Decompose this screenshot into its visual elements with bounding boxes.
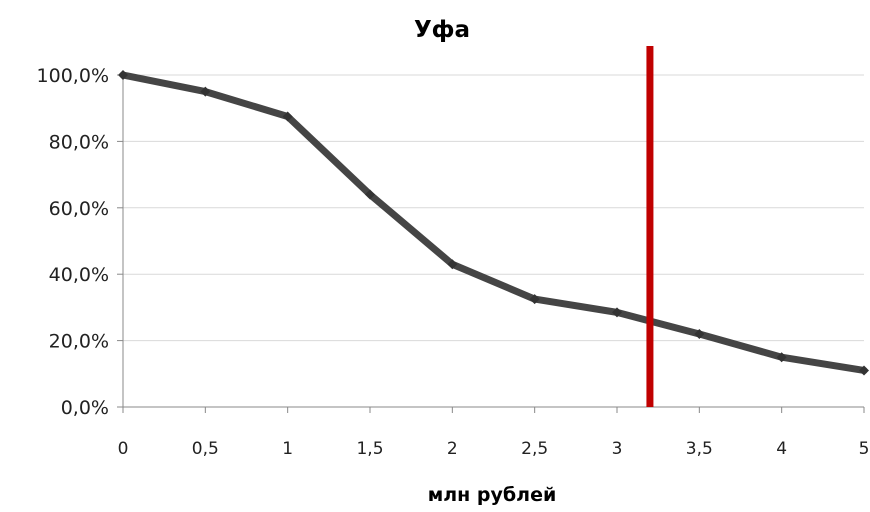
x-tick-label: 0,5	[192, 439, 219, 459]
y-tick-label: 40,0%	[49, 264, 109, 286]
data-point	[694, 328, 705, 339]
y-tick-label: 80,0%	[49, 131, 109, 153]
x-tick-label: 1,5	[356, 439, 383, 459]
x-axis-ticks: 0 0,5 1 1,5 2 2,5 3 3,5 4 5	[118, 439, 870, 459]
x-tick-label: 5	[859, 439, 870, 459]
x-axis-label: млн рублей	[428, 484, 557, 506]
gridlines	[123, 74, 864, 342]
series-line	[119, 71, 868, 374]
y-tick-label: 100,0%	[37, 65, 109, 87]
series	[118, 70, 869, 376]
data-point	[447, 259, 458, 270]
data-point	[200, 86, 211, 97]
data-point	[282, 111, 293, 122]
chart-title: Уфа	[414, 17, 470, 43]
x-tick-label: 3,5	[686, 439, 713, 459]
axes	[117, 74, 865, 413]
x-tick-label: 3	[612, 439, 623, 459]
y-axis-ticks: 0,0% 20,0% 40,0% 60,0% 80,0% 100,0%	[37, 65, 109, 419]
x-tick-label: 2,5	[521, 439, 548, 459]
y-tick-label: 20,0%	[49, 331, 109, 353]
x-tick-label: 2	[447, 439, 458, 459]
data-point	[776, 352, 787, 363]
data-point	[529, 294, 540, 305]
y-tick-label: 60,0%	[49, 198, 109, 220]
x-tick-label: 0	[118, 439, 129, 459]
data-point	[118, 70, 128, 80]
data-point	[859, 365, 869, 376]
data-point	[612, 307, 622, 318]
x-tick-label: 4	[776, 439, 787, 459]
y-tick-label: 0,0%	[61, 397, 109, 419]
x-tick-label: 1	[282, 439, 293, 459]
data-point	[365, 189, 375, 200]
